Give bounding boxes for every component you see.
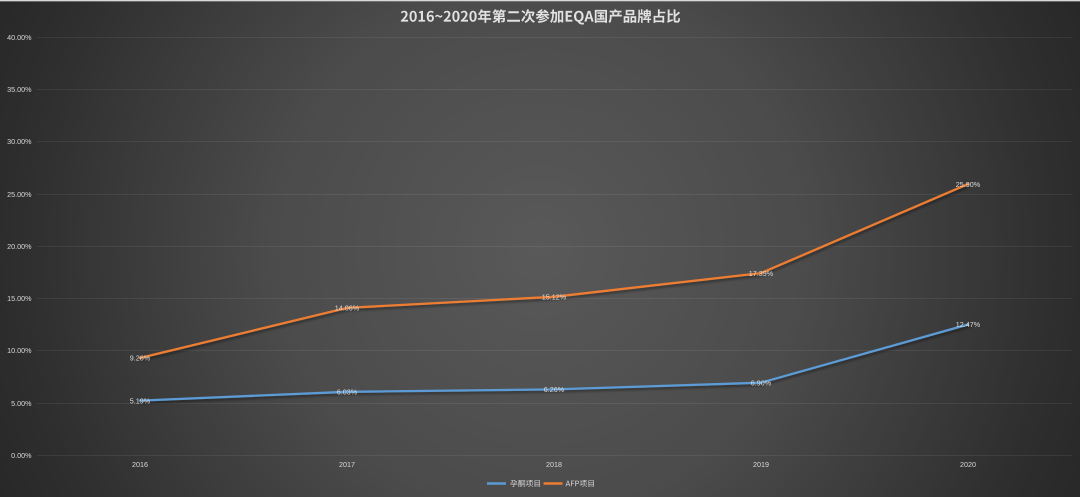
svg-text:2020: 2020 — [960, 460, 976, 469]
svg-text:25.00%: 25.00% — [7, 190, 32, 199]
svg-text:2019: 2019 — [753, 460, 769, 469]
svg-text:6.03%: 6.03% — [337, 388, 358, 397]
svg-text:9.26%: 9.26% — [130, 354, 151, 363]
svg-text:5.19%: 5.19% — [130, 396, 151, 405]
svg-text:0.00%: 0.00% — [11, 451, 32, 460]
svg-text:15.00%: 15.00% — [7, 294, 32, 303]
svg-text:20.00%: 20.00% — [7, 242, 32, 251]
svg-text:2016: 2016 — [132, 460, 148, 469]
svg-text:6.90%: 6.90% — [751, 378, 772, 387]
svg-text:35.00%: 35.00% — [7, 85, 32, 94]
svg-text:17.39%: 17.39% — [749, 269, 774, 278]
svg-text:2017: 2017 — [339, 460, 355, 469]
svg-text:10.00%: 10.00% — [7, 346, 32, 355]
svg-text:12.47%: 12.47% — [956, 320, 981, 329]
svg-text:15.12%: 15.12% — [542, 293, 567, 302]
svg-text:6.26%: 6.26% — [544, 385, 565, 394]
svg-text:40.00%: 40.00% — [7, 33, 32, 42]
svg-text:30.00%: 30.00% — [7, 137, 32, 146]
svg-text:14.06%: 14.06% — [335, 304, 360, 313]
svg-text:25.90%: 25.90% — [956, 180, 981, 189]
svg-text:5.00%: 5.00% — [11, 399, 32, 408]
svg-text:2018: 2018 — [546, 460, 562, 469]
